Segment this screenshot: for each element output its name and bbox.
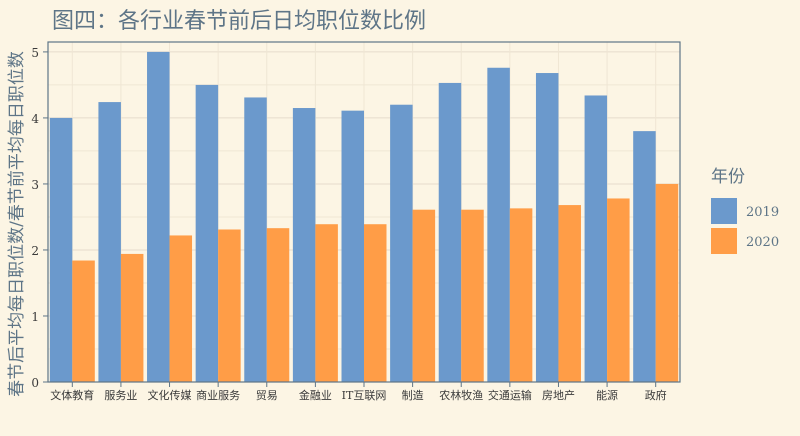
x-tick-label: 文体教育 [50, 388, 94, 402]
y-axis-label: 春节后平均每日职位数/春节前平均每日职位数 [7, 51, 27, 397]
bar-2020 [655, 183, 679, 382]
x-tick-label: 贸易 [256, 389, 278, 402]
bar-2019 [390, 104, 413, 382]
bar-2019 [98, 102, 121, 382]
x-tick-label: 金融业 [299, 388, 332, 402]
legend-label: 2020 [746, 235, 779, 250]
x-tick-label: 交通运输 [488, 388, 532, 402]
bar-2019 [147, 51, 170, 382]
chart-title: 图四：各行业春节前后日均职位数比例 [52, 9, 426, 34]
bar-2020 [558, 205, 581, 382]
bar-2020 [218, 229, 241, 382]
bar-2019 [195, 84, 219, 382]
y-tick-label: 1 [31, 310, 39, 324]
x-tick-label: 能源 [596, 388, 618, 402]
x-tick-label: 服务业 [104, 389, 137, 402]
bar-2019 [487, 67, 510, 383]
x-tick-label: 政府 [645, 388, 667, 402]
x-tick-label: 农林牧渔 [439, 388, 483, 402]
bar-2019 [584, 95, 608, 382]
bars [49, 51, 679, 383]
bar-2019 [292, 108, 316, 383]
x-tick-label: IT互联网 [342, 389, 387, 402]
bar-2019 [633, 131, 656, 382]
y-tick-label: 3 [31, 178, 39, 192]
bar-2019 [49, 117, 73, 382]
bar-2019 [438, 82, 462, 382]
bar-2020 [169, 235, 193, 382]
bar-2020 [364, 224, 387, 382]
bar-2020 [72, 260, 95, 382]
bar-2020 [509, 208, 533, 382]
y-tick-label: 4 [31, 112, 39, 126]
x-tick-label: 文化传媒 [148, 388, 192, 402]
x-tick-label: 房地产 [542, 388, 575, 402]
x-tick-label: 商业服务 [196, 388, 240, 402]
bar-2020 [412, 209, 436, 382]
bar-2020 [120, 253, 144, 382]
x-ticks: 文体教育 服务业 文化传媒 商业服务 贸易 金融业 IT互联网 制造 农林牧渔 交通运输 房地产 能源… [50, 382, 667, 402]
legend-swatch-2020 [711, 228, 737, 254]
y-ticks: 0 1 2 3 4 5 [31, 46, 48, 390]
y-tick-label: 5 [31, 46, 39, 60]
legend-swatch-2019 [711, 198, 737, 224]
legend-label: 2019 [746, 205, 779, 220]
y-tick-label: 2 [31, 244, 39, 258]
bar-2020 [461, 209, 484, 382]
x-tick-label: 制造 [402, 388, 424, 402]
y-tick-label: 0 [31, 376, 39, 390]
legend-title: 年份 [711, 167, 745, 187]
bar-2020 [266, 228, 290, 382]
bar-2019 [535, 73, 559, 383]
bar-2019 [244, 97, 267, 383]
legend: 年份 2019 2020 [711, 167, 779, 254]
bar-2020 [315, 224, 338, 382]
bar-2020 [607, 198, 630, 382]
bar-2019 [341, 110, 364, 383]
